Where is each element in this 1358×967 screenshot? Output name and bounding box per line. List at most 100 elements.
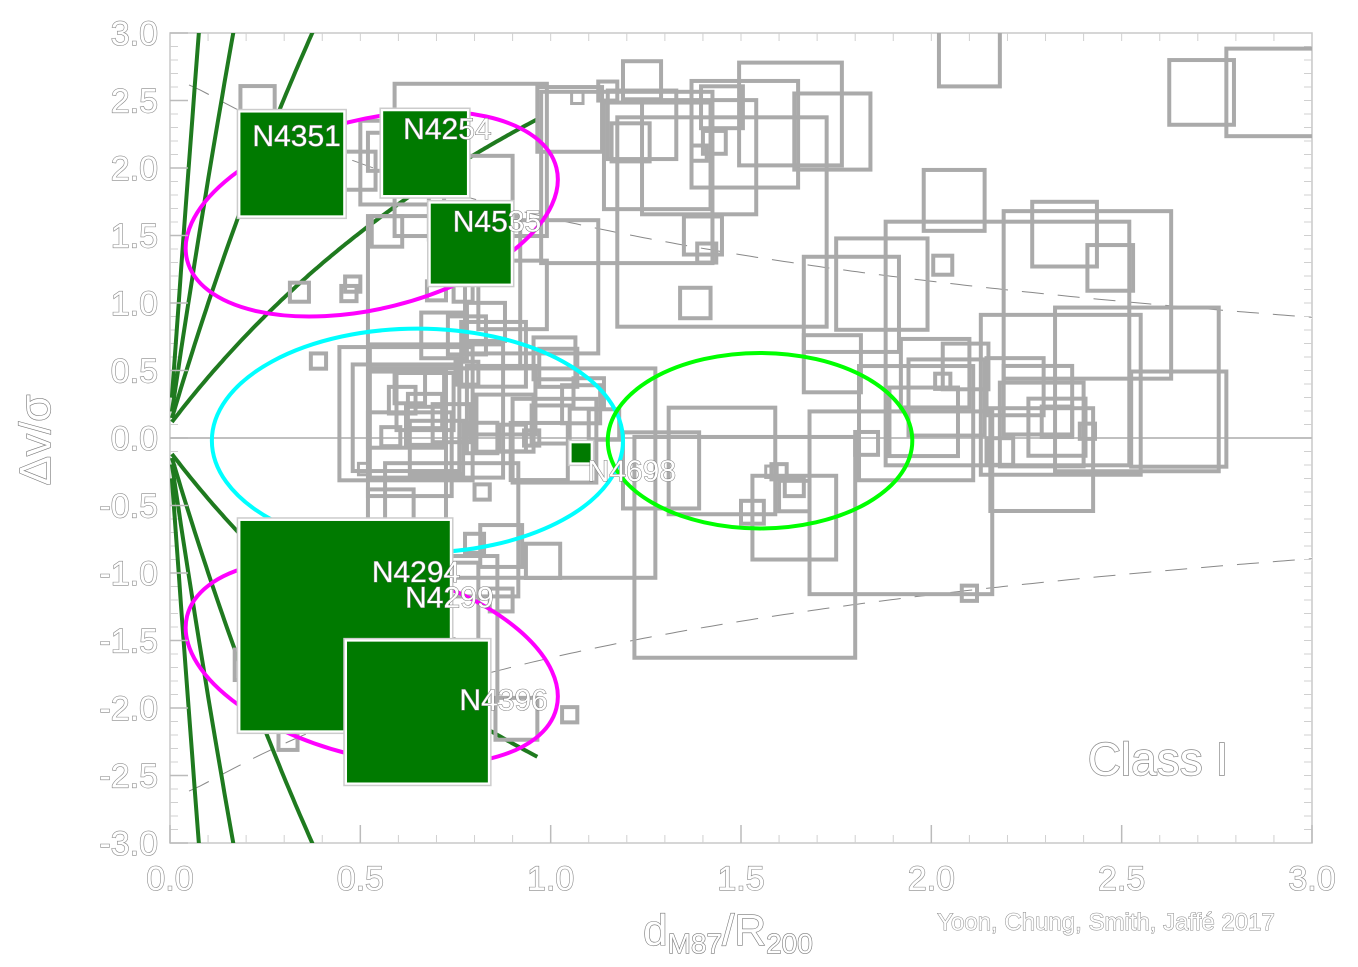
galaxy-square [931, 253, 955, 277]
caustic-curve-1-upper [170, 33, 315, 419]
ellipse-right [605, 350, 915, 531]
galaxy-square [853, 429, 881, 457]
y-tick-label: 1.0 [111, 285, 158, 323]
galaxy-square [560, 383, 603, 426]
x-axis-ticks: 0.0 0.5 1.0 1.5 2.0 2.5 3.0 [146, 825, 1336, 899]
x-tick-label: 1.0 [527, 860, 574, 898]
y-tick-label: -1.5 [99, 623, 158, 661]
escape-curve-upper-outline [188, 84, 1312, 318]
y-tick-label: -2.5 [99, 758, 158, 796]
x-axis-title-main: d [643, 906, 667, 955]
highlight-square [383, 111, 467, 196]
caustic-curve-0-upper [170, 117, 539, 424]
galaxy-label: N4351 [252, 120, 340, 153]
galaxy-square [792, 91, 873, 172]
galaxy-square [523, 541, 563, 580]
galaxy-square [365, 410, 454, 499]
galaxy-square [1224, 46, 1312, 139]
y-axis-ticks: 3.0 2.5 2.0 1.5 1.0 0.5 0.0 -0.5 -1.0 -1.5 -2.0 -2.… [99, 14, 188, 864]
highlight-square [430, 203, 511, 284]
x-axis-title-sub1: M87 [668, 928, 722, 959]
galaxy-square [537, 346, 580, 389]
galaxy-label: N4396 [459, 684, 547, 717]
y-tick-label: -1.0 [99, 555, 158, 593]
galaxy-square [700, 128, 728, 156]
galaxy-label: N4535 [453, 206, 541, 239]
y-tick-label: -0.5 [99, 488, 158, 526]
galaxy-square [308, 351, 329, 371]
galaxy-square [1077, 421, 1098, 441]
galaxy-square [487, 586, 515, 614]
galaxy-square [834, 236, 930, 332]
galaxy-square [666, 405, 778, 517]
x-tick-label: 2.0 [908, 860, 955, 898]
galaxy-square [1030, 199, 1099, 269]
x-tick-label: 2.5 [1098, 860, 1145, 898]
y-tick-label: -3.0 [99, 825, 158, 863]
galaxy-square [681, 214, 724, 257]
galaxy-square [615, 115, 829, 329]
galaxy-square [887, 385, 960, 459]
galaxy-square [921, 167, 987, 233]
galaxy-square [695, 241, 719, 265]
caustic-curve-2-upper [170, 33, 236, 412]
x-tick-label: 3.0 [1288, 860, 1335, 898]
galaxy-square [632, 434, 858, 660]
x-axis-title-sub2: 200 [766, 928, 813, 959]
y-tick-label: 0.0 [111, 420, 158, 458]
galaxy-square [379, 425, 403, 449]
galaxy-square [287, 280, 311, 304]
galaxy-square [699, 84, 745, 131]
galaxy-label: N4299 [405, 582, 493, 615]
x-axis-title: dM87/R200 [643, 906, 813, 959]
highlight-square [240, 112, 344, 216]
galaxy-square [689, 78, 801, 190]
galaxy-square [898, 336, 972, 410]
x-tick-label: 0.0 [146, 860, 193, 898]
y-tick-label: -2.0 [99, 690, 158, 728]
galaxy-square [1053, 305, 1221, 474]
x-tick-label: 1.5 [717, 860, 764, 898]
galaxy-square [1167, 58, 1236, 127]
galaxy-label: N4294 [372, 556, 460, 589]
galaxy-square [472, 482, 492, 502]
galaxy-square [737, 60, 844, 168]
plot-area [170, 33, 1312, 843]
y-tick-label: 3.0 [111, 15, 158, 53]
credit-text: Yoon, Chung, Smith, Jaffé 2017 [937, 909, 1275, 936]
galaxy-square [936, 33, 1002, 89]
galaxy-square [350, 362, 462, 474]
y-tick-label: 2.5 [111, 83, 158, 121]
galaxy-square [609, 121, 652, 164]
galaxy-square [463, 531, 487, 555]
galaxy-square [560, 705, 580, 725]
x-tick-label: 0.5 [337, 860, 384, 898]
caustic-curve-2-lower [170, 464, 236, 843]
galaxy-square [1129, 369, 1229, 469]
highlighted-galaxies [236, 107, 595, 787]
galaxy-square [801, 333, 863, 395]
galaxy-square [984, 356, 1046, 418]
escape-curve-lower-outline [188, 558, 1312, 792]
galaxy-square [407, 418, 466, 477]
highlight-square [571, 443, 591, 463]
ellipse-upper-outer [183, 109, 560, 319]
galaxy-square [493, 695, 540, 742]
caustic-curve-1-lower [170, 457, 315, 843]
x-axis-title-slash: /R [722, 906, 766, 955]
y-axis-title: Δv/σ [11, 395, 60, 486]
galaxy-square [1001, 209, 1174, 381]
background-galaxies [232, 33, 1312, 752]
y-tick-label: 1.5 [111, 218, 158, 256]
galaxy-square [356, 461, 372, 477]
y-tick-label: 0.5 [111, 353, 158, 391]
escape-velocity-curves [188, 83, 1312, 793]
y-tick-label: 2.0 [111, 150, 158, 188]
galaxy-square [959, 583, 980, 603]
galaxy-label: N4254 [403, 113, 491, 146]
class-label: Class I [1088, 733, 1229, 785]
galaxy-square [343, 274, 363, 294]
galaxy-label: N4698 [588, 455, 676, 488]
